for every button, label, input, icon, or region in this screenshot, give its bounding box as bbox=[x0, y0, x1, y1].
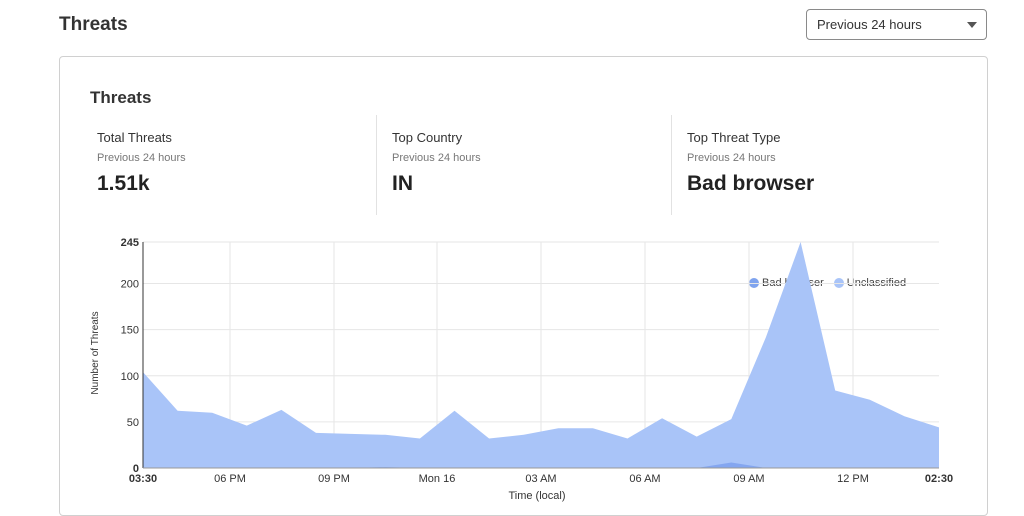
y-tick-label: 0 bbox=[133, 463, 139, 475]
x-tick-label: 06 AM bbox=[629, 473, 660, 485]
card-title: Threats bbox=[90, 88, 152, 107]
stat-label: Total Threats bbox=[97, 130, 172, 145]
page-title: Threats bbox=[59, 14, 128, 35]
stat-total-threats: Total Threats Previous 24 hours 1.51k bbox=[90, 114, 370, 214]
x-tick-label: 09 AM bbox=[733, 473, 764, 485]
y-tick-label: 200 bbox=[121, 279, 139, 291]
stat-divider bbox=[376, 115, 377, 215]
y-tick-label: 50 bbox=[127, 417, 139, 429]
stat-value: 1.51k bbox=[97, 172, 150, 195]
stat-subtitle: Previous 24 hours bbox=[392, 152, 481, 164]
y-axis-label: Number of Threats bbox=[90, 311, 101, 394]
legend-label: Unclassified bbox=[846, 277, 907, 289]
stat-subtitle: Previous 24 hours bbox=[97, 152, 186, 164]
stat-subtitle: Previous 24 hours bbox=[687, 152, 776, 164]
threats-area-chart: 0 50 100 150 200 245 03:30 06 PM 09 PM Mon 16 03 A… bbox=[90, 237, 953, 502]
y-tick-label: 100 bbox=[121, 371, 139, 383]
area-series-unclassified bbox=[143, 242, 939, 468]
time-range-value: Previous 24 hours bbox=[817, 17, 922, 32]
stat-top-threat-type: Top Threat Type Previous 24 hours Bad br… bbox=[680, 114, 960, 214]
x-tick-label: 06 PM bbox=[214, 473, 246, 485]
x-tick-label: 03:30 bbox=[129, 473, 157, 485]
y-tick-label: 150 bbox=[121, 325, 139, 337]
legend-dot-icon bbox=[749, 278, 759, 288]
stat-value: IN bbox=[392, 172, 413, 195]
x-tick-label: 09 PM bbox=[318, 473, 350, 485]
stat-top-country: Top Country Previous 24 hours IN bbox=[385, 114, 665, 214]
caret-down-icon bbox=[967, 22, 977, 28]
stat-divider bbox=[671, 115, 672, 215]
y-tick-label: 245 bbox=[121, 237, 139, 249]
x-tick-label: 02:30 bbox=[925, 473, 953, 485]
time-range-select[interactable]: Previous 24 hours bbox=[806, 9, 987, 40]
legend-item-unclassified[interactable]: Unclassified bbox=[833, 277, 907, 289]
x-axis-label: Time (local) bbox=[508, 490, 565, 502]
stat-label: Top Threat Type bbox=[687, 130, 781, 145]
x-tick-label: 12 PM bbox=[837, 473, 869, 485]
x-tick-label: 03 AM bbox=[525, 473, 556, 485]
legend-dot-icon bbox=[833, 278, 844, 288]
stat-label: Top Country bbox=[392, 130, 463, 145]
x-tick-label: Mon 16 bbox=[419, 473, 456, 485]
area-series-bad-browser bbox=[143, 462, 939, 468]
stat-value: Bad browser bbox=[687, 172, 815, 195]
